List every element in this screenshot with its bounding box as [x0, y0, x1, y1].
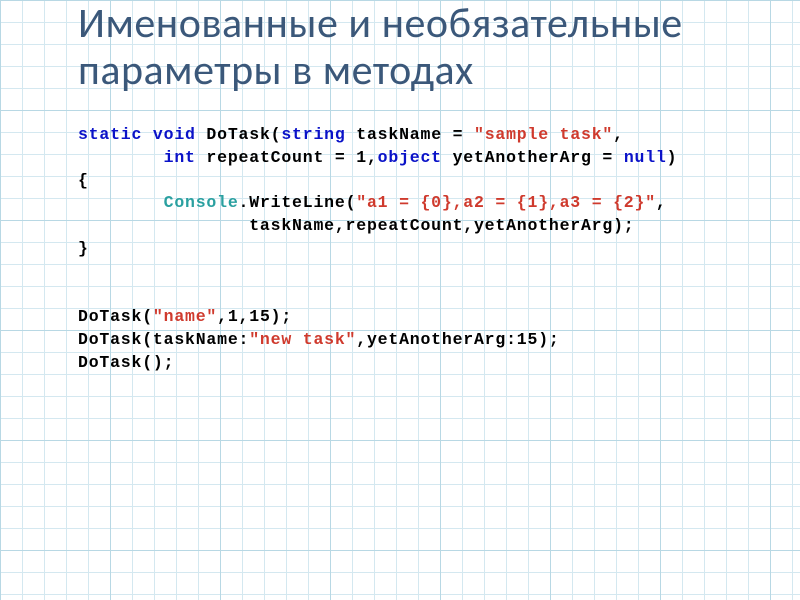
p1-name: taskName = — [346, 125, 474, 144]
args: taskName,repeatCount,yetAnotherArg); — [249, 216, 634, 235]
code-blank-2 — [78, 283, 722, 306]
code-blank-1 — [78, 261, 722, 284]
method-name: DoTask( — [196, 125, 282, 144]
indent — [78, 148, 164, 167]
c1-str: "name" — [153, 307, 217, 326]
code-line-call-3: DoTask(); — [78, 352, 722, 375]
slide-content: Именованные и необязательные параметры в… — [0, 0, 800, 600]
kw-null: null — [624, 148, 667, 167]
code-block: static void DoTask(string taskName = "sa… — [78, 124, 722, 374]
code-line-brace-open: { — [78, 170, 722, 193]
comma: , — [656, 193, 667, 212]
code-line-brace-close: } — [78, 238, 722, 261]
code-line-body-1: Console.WriteLine("a1 = {0},a2 = {1},a3 … — [78, 192, 722, 215]
kw-object: object — [378, 148, 442, 167]
cls-console: Console — [164, 193, 239, 212]
kw-int: int — [164, 148, 196, 167]
kw-string: string — [281, 125, 345, 144]
code-line-call-2: DoTask(taskName:"new task",yetAnotherArg… — [78, 329, 722, 352]
p2: repeatCount = 1, — [196, 148, 378, 167]
writeln: .WriteLine( — [239, 193, 357, 212]
close-paren: ) — [667, 148, 678, 167]
p3-name: yetAnotherArg = — [442, 148, 624, 167]
c2-str: "new task" — [249, 330, 356, 349]
comma1: , — [613, 125, 624, 144]
code-line-signature-2: int repeatCount = 1,object yetAnotherArg… — [78, 147, 722, 170]
c2-pre: DoTask(taskName: — [78, 330, 249, 349]
code-line-call-1: DoTask("name",1,15); — [78, 306, 722, 329]
sp — [142, 125, 153, 144]
fmt-string: "a1 = {0},a2 = {1},a3 = {2}" — [356, 193, 656, 212]
c2-post: ,yetAnotherArg:15); — [356, 330, 559, 349]
code-line-body-2: taskName,repeatCount,yetAnotherArg); — [78, 215, 722, 238]
indent2 — [78, 216, 249, 235]
slide-title: Именованные и необязательные параметры в… — [78, 0, 722, 94]
c1-post: ,1,15); — [217, 307, 292, 326]
indent — [78, 193, 164, 212]
p1-default: "sample task" — [474, 125, 613, 144]
code-line-signature-1: static void DoTask(string taskName = "sa… — [78, 124, 722, 147]
c1-pre: DoTask( — [78, 307, 153, 326]
kw-void: void — [153, 125, 196, 144]
kw-static: static — [78, 125, 142, 144]
